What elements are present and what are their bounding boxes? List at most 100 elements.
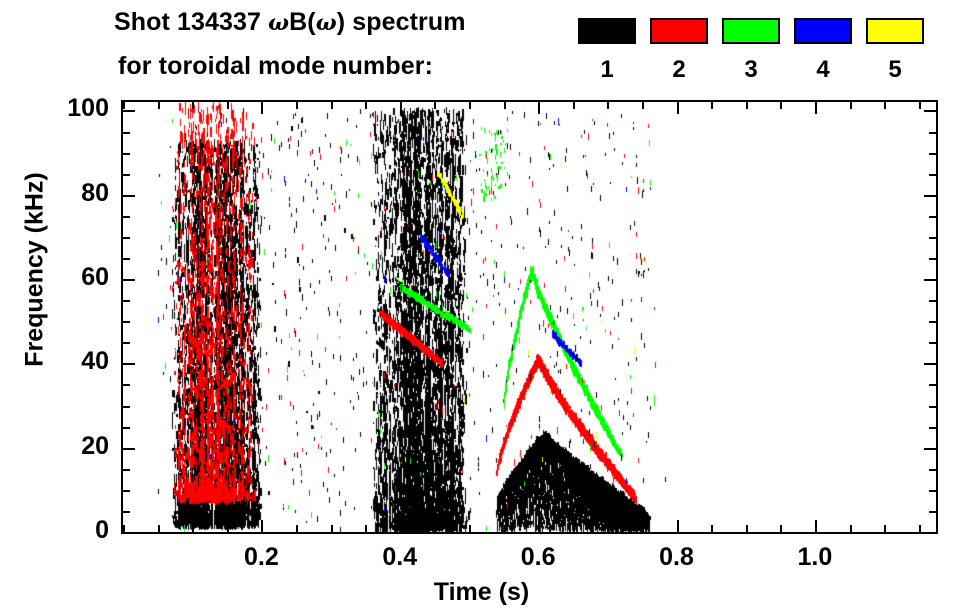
title-mid: B( (289, 8, 316, 36)
y-tick-left (123, 490, 130, 492)
y-tick-right (929, 490, 936, 492)
x-tick-bottom (538, 520, 540, 532)
x-tick-top (746, 102, 748, 109)
x-tick-top (227, 102, 229, 109)
y-tick-right (929, 469, 936, 471)
y-tick-left (123, 321, 130, 323)
x-tick-bottom (884, 525, 886, 532)
x-tick-bottom (504, 525, 506, 532)
spectrogram-canvas-wrap (123, 102, 936, 532)
x-tick-top (123, 102, 125, 109)
x-tick-bottom (158, 525, 160, 532)
x-tick-bottom (711, 525, 713, 532)
y-tick-left (123, 174, 130, 176)
y-tick-left (123, 300, 130, 302)
y-tick-label: 20 (81, 431, 109, 460)
x-tick-bottom (192, 525, 194, 532)
y-tick-right (929, 216, 936, 218)
y-tick-right (924, 195, 936, 197)
y-tick-left (123, 279, 135, 281)
x-tick-top (607, 102, 609, 109)
plot-area (121, 100, 938, 534)
y-tick-left (123, 110, 135, 112)
legend-swatch-n3 (722, 18, 780, 44)
y-tick-right (929, 153, 936, 155)
x-tick-top (538, 102, 540, 114)
y-tick-right (929, 132, 936, 134)
y-tick-label: 60 (81, 263, 109, 292)
x-tick-bottom (123, 525, 125, 532)
x-tick-bottom (780, 525, 782, 532)
x-tick-top (192, 102, 194, 109)
y-tick-left (123, 448, 135, 450)
y-tick-label: 100 (67, 94, 109, 123)
x-tick-top (573, 102, 575, 109)
x-tick-top (504, 102, 506, 109)
x-tick-top (261, 102, 263, 114)
figure-title: Shot 134337 ωB(ω) spectrum (114, 8, 466, 37)
y-tick-right (924, 448, 936, 450)
y-tick-left (123, 511, 130, 513)
x-tick-bottom (746, 525, 748, 532)
x-tick-bottom (815, 520, 817, 532)
y-tick-left (123, 406, 130, 408)
y-tick-left (123, 427, 130, 429)
x-tick-top (365, 102, 367, 109)
y-tick-left (123, 469, 130, 471)
y-axis-title: Frequency (kHz) (20, 172, 49, 367)
x-tick-top (850, 102, 852, 109)
y-tick-right (929, 237, 936, 239)
title-prefix: Shot 134337 (114, 8, 269, 36)
y-tick-right (929, 384, 936, 386)
y-tick-right (929, 342, 936, 344)
x-tick-top (400, 102, 402, 114)
x-tick-bottom (434, 525, 436, 532)
legend-swatch-n1 (578, 18, 636, 44)
legend-swatch-n4 (794, 18, 852, 44)
x-tick-top (815, 102, 817, 114)
legend-label-n2: 2 (672, 56, 686, 83)
x-tick-top (331, 102, 333, 109)
y-tick-label: 80 (81, 178, 109, 207)
y-tick-left (123, 132, 130, 134)
legend-label-n5: 5 (888, 56, 902, 83)
x-tick-top (296, 102, 298, 109)
x-tick-bottom (607, 525, 609, 532)
title-suffix: ) spectrum (336, 8, 466, 36)
x-tick-bottom (919, 525, 921, 532)
x-tick-bottom (677, 520, 679, 532)
y-tick-right (929, 427, 936, 429)
spectrogram-canvas (123, 102, 936, 532)
y-tick-left (123, 195, 135, 197)
x-tick-top (434, 102, 436, 109)
x-tick-top (780, 102, 782, 109)
y-tick-right (924, 363, 936, 365)
y-tick-right (924, 110, 936, 112)
y-tick-left (123, 342, 130, 344)
y-tick-left (123, 384, 130, 386)
x-tick-label: 0.6 (520, 543, 556, 571)
x-tick-bottom (400, 520, 402, 532)
legend: 1 2 3 4 5 (578, 10, 938, 86)
y-tick-left (123, 153, 130, 155)
x-tick-top (158, 102, 160, 109)
x-tick-bottom (227, 525, 229, 532)
x-tick-label: 0.8 (659, 543, 694, 571)
x-tick-bottom (296, 525, 298, 532)
x-tick-label: 0.2 (243, 543, 279, 571)
x-tick-bottom (573, 525, 575, 532)
x-tick-label: 1.0 (797, 543, 833, 571)
x-tick-bottom (850, 525, 852, 532)
x-tick-top (677, 102, 679, 114)
y-tick-label: 0 (95, 516, 109, 544)
legend-label-n1: 1 (600, 56, 614, 83)
legend-label-n4: 4 (816, 56, 830, 83)
x-tick-bottom (331, 525, 333, 532)
x-tick-bottom (365, 525, 367, 532)
x-tick-bottom (642, 525, 644, 532)
y-tick-left (123, 363, 135, 365)
x-tick-bottom (261, 520, 263, 532)
y-tick-right (929, 321, 936, 323)
x-axis-title: Time (s) (433, 578, 530, 606)
